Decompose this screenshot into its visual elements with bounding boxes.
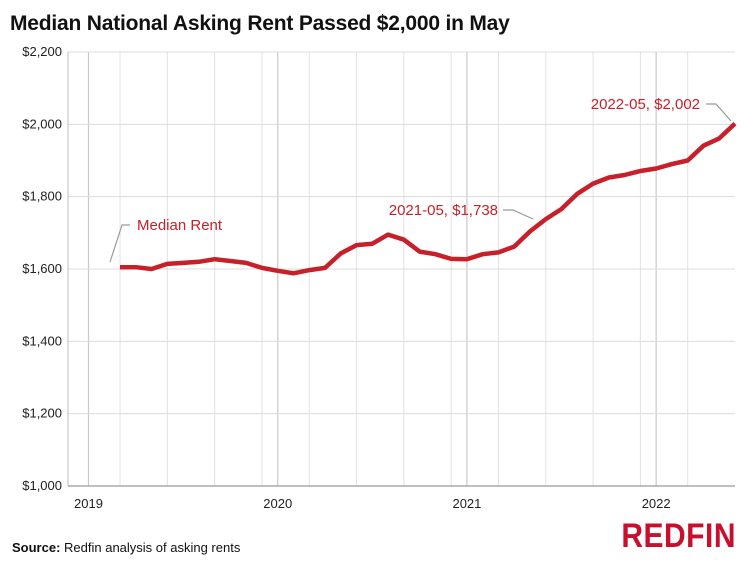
y-tick-label: $2,000	[22, 116, 62, 131]
x-tick-label: 2022	[642, 496, 671, 511]
annotations: Median Rent 2021-05, $1,738 2022-05, $2,00…	[109, 96, 732, 263]
source-note: Source: Redfin analysis of asking rents	[12, 540, 240, 555]
y-tick-label: $1,200	[22, 406, 62, 421]
series-layer	[119, 121, 737, 276]
annotation-label: Median Rent	[137, 217, 223, 234]
chart-title: Median National Asking Rent Passed $2,00…	[10, 12, 510, 35]
x-tick-label: 2021	[452, 496, 481, 511]
y-tick-label: $2,200	[22, 44, 62, 59]
x-tick-label: 2019	[74, 496, 103, 511]
y-tick-label: $1,400	[22, 333, 62, 348]
annotation-leader	[503, 209, 534, 220]
annotation-label: 2021-05, $1,738	[389, 202, 498, 219]
grid	[68, 51, 735, 486]
y-tick-label: $1,000	[22, 478, 62, 493]
source-text: Redfin analysis of asking rents	[60, 540, 241, 555]
y-tick-label: $1,800	[22, 189, 62, 204]
source-label: Source:	[12, 540, 61, 555]
redfin-logo: REDFIN	[621, 516, 736, 555]
series-line	[120, 121, 737, 276]
annotation-label: 2022-05, $2,002	[591, 96, 700, 113]
axes: $1,000 $1,200 $1,400 $1,600 $1,800 $2,000 $2,2…	[22, 44, 735, 511]
y-tick-label: $1,600	[22, 261, 62, 276]
annotation-leader	[109, 224, 130, 263]
annotation-leader	[706, 103, 732, 122]
x-tick-label: 2020	[263, 496, 292, 511]
